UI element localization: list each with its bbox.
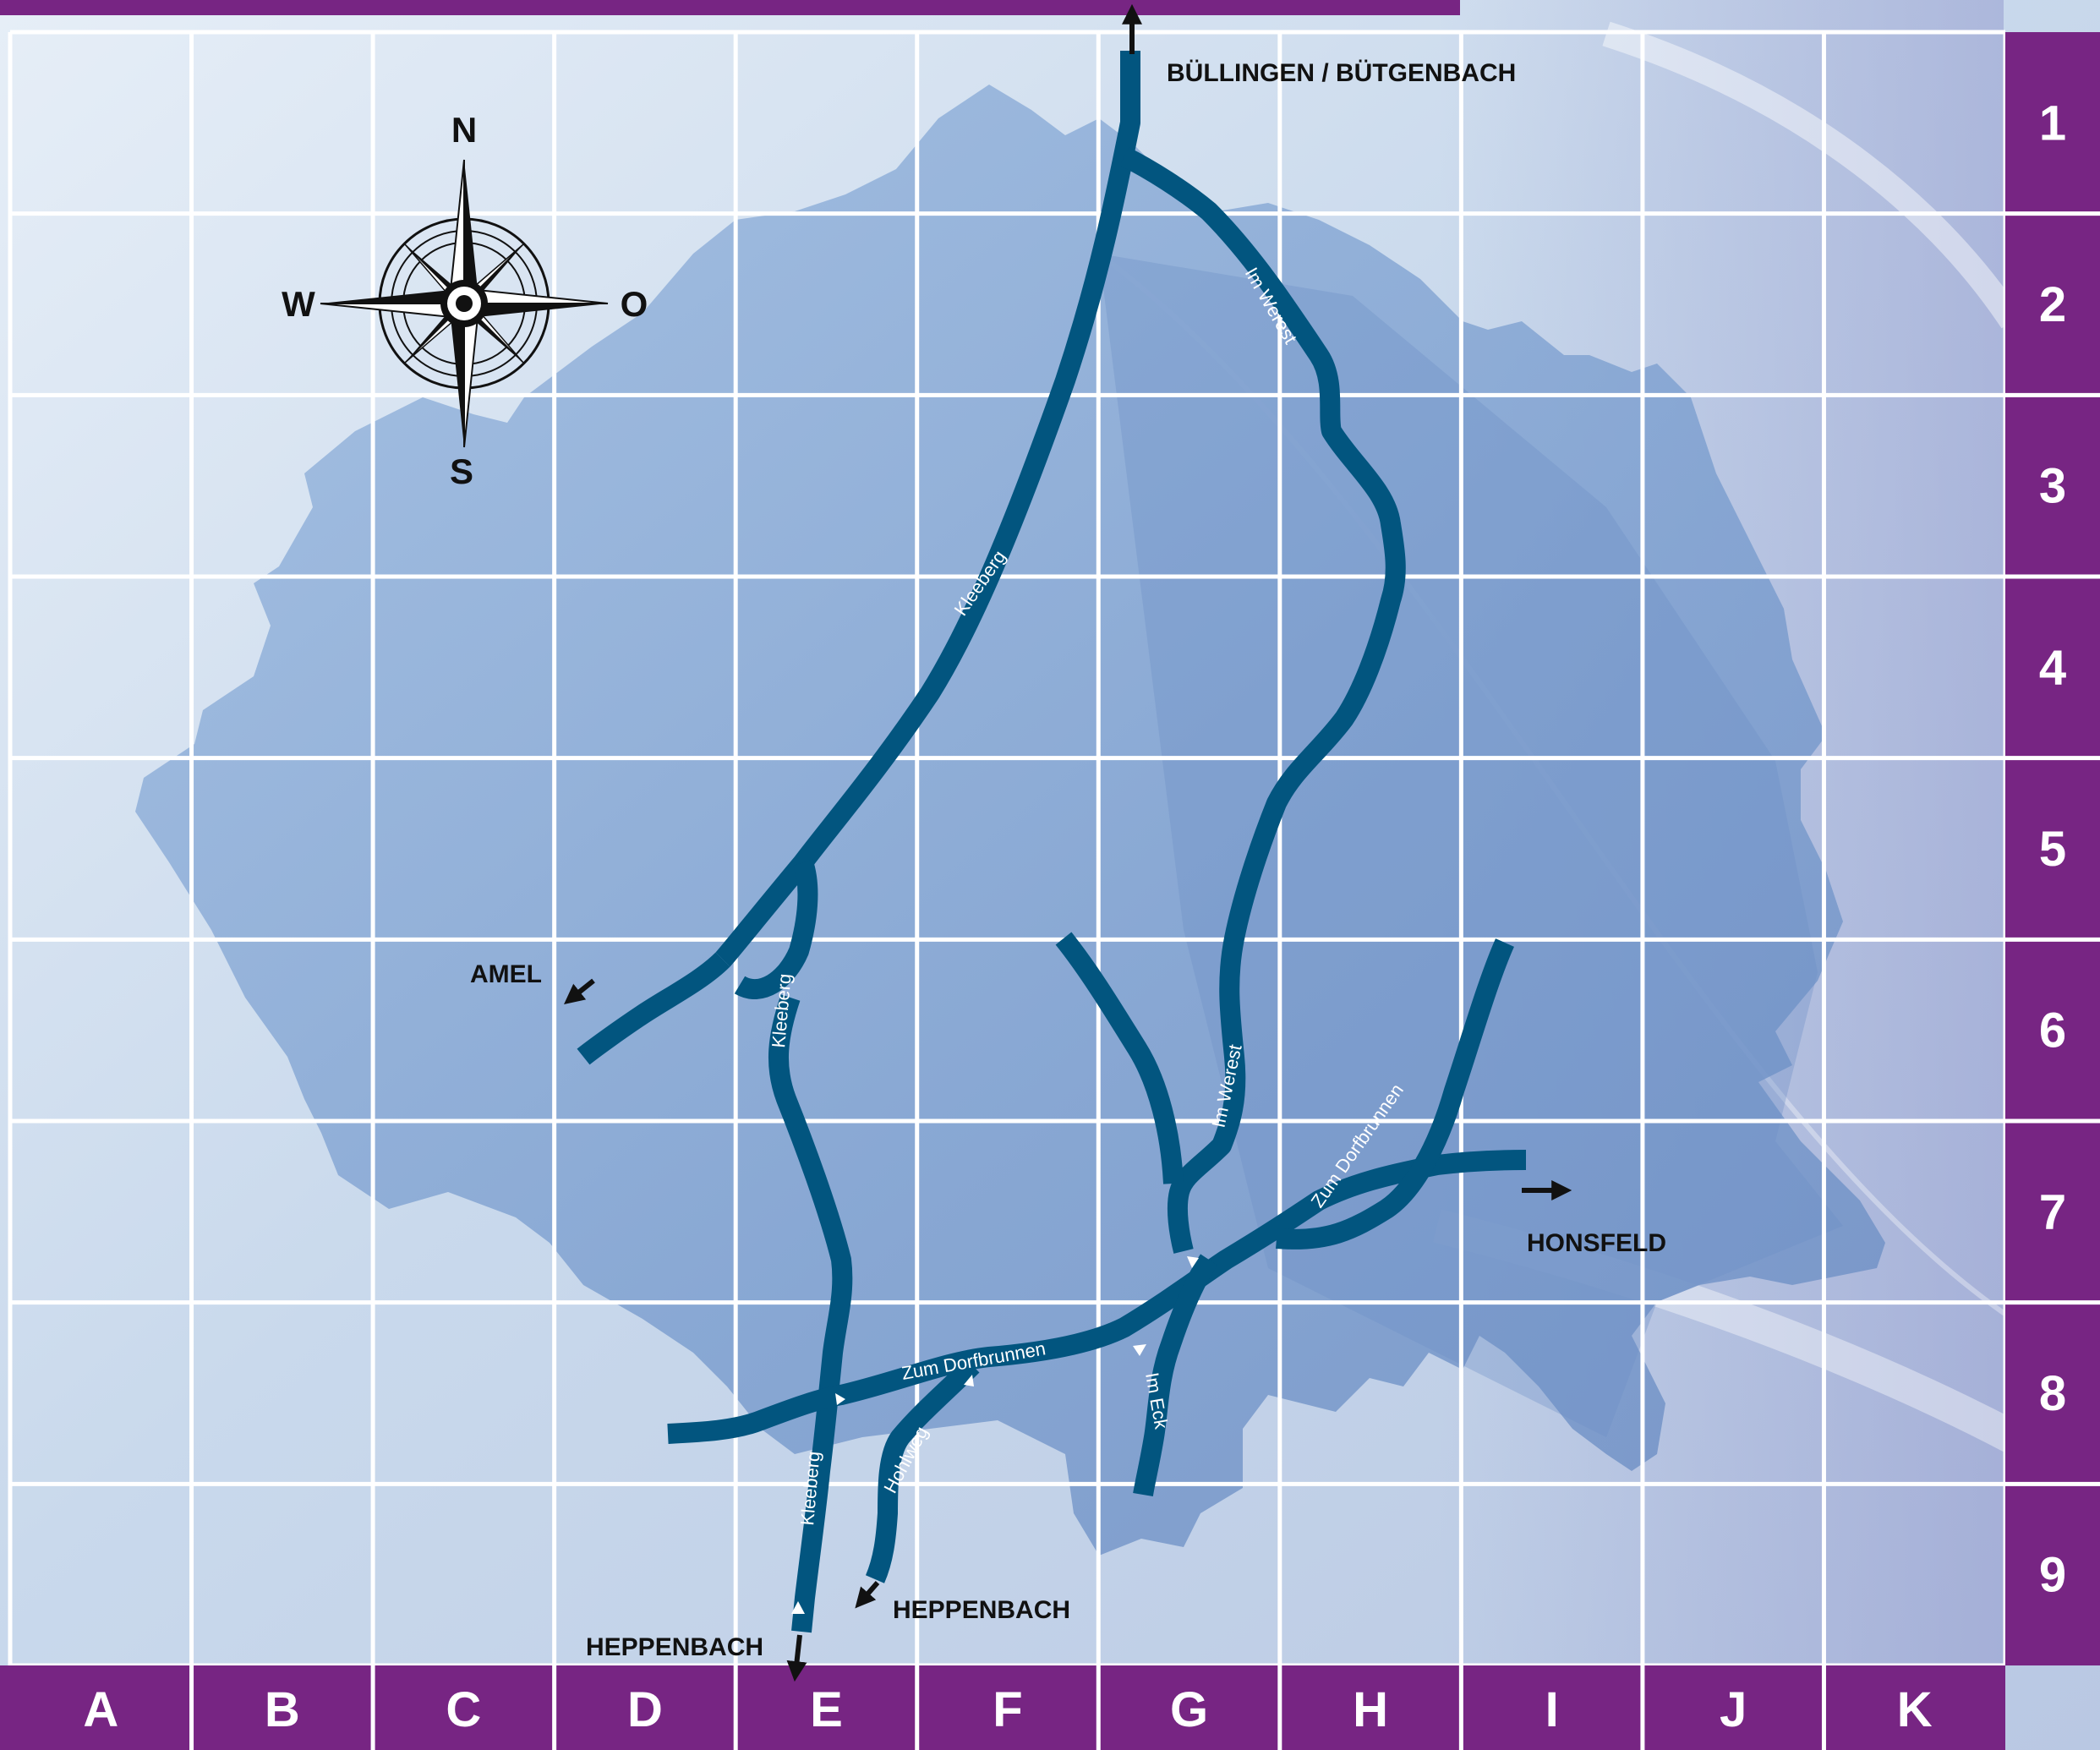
- row-label-1: 1: [2039, 96, 2066, 150]
- decor-swoosh: [1602, 21, 2023, 329]
- one-way-marker: [835, 1393, 845, 1405]
- road-kleeberg-north: [715, 51, 1140, 967]
- road-zum-dorfbrunnen-northeast: [1276, 938, 1514, 1250]
- one-way-marker: [1133, 1344, 1146, 1356]
- road-im-werest-west-branch: [1055, 932, 1184, 1184]
- destination-south-1: HEPPENBACH: [586, 1633, 763, 1661]
- direction-arrows: [564, 3, 1572, 1682]
- road-to-amel: [577, 952, 730, 1065]
- row-label-7: 7: [2039, 1184, 2066, 1239]
- row-label-6: 6: [2039, 1004, 2066, 1058]
- one-way-marker: [964, 1375, 974, 1386]
- column-label-d: D: [627, 1682, 663, 1737]
- column-label-c: C: [446, 1682, 481, 1737]
- row-label-strip: [2005, 32, 2100, 1665]
- village-area: [135, 85, 1885, 1556]
- compass-rose-icon: [320, 159, 609, 448]
- destination-east: HONSFELD: [1527, 1229, 1666, 1257]
- column-label-i: I: [1545, 1682, 1559, 1737]
- road-hohlweg: [865, 1358, 980, 1583]
- column-label-k: K: [1897, 1682, 1933, 1737]
- arrow-south-2: [855, 1581, 880, 1609]
- destination-north: BÜLLINGEN / BÜTGENBACH: [1167, 59, 1516, 87]
- one-way-marker: [791, 1601, 805, 1614]
- compass-west-label: W: [282, 284, 315, 324]
- column-label-g: G: [1170, 1682, 1208, 1737]
- road-im-eck: [1133, 1254, 1218, 1497]
- row-label-9: 9: [2039, 1548, 2066, 1603]
- row-label-4: 4: [2039, 640, 2066, 695]
- column-label-b: B: [265, 1682, 300, 1737]
- compass-south-label: S: [450, 451, 473, 491]
- arrow-south-1: [786, 1634, 807, 1682]
- column-label-h: H: [1353, 1682, 1388, 1737]
- column-label-a: A: [83, 1682, 118, 1737]
- row-label-3: 3: [2039, 459, 2066, 514]
- column-label-strip: [0, 1665, 2005, 1750]
- road-im-werest: [1119, 147, 1406, 1254]
- road-kleeberg-south-branch: [734, 859, 818, 999]
- grid-lines: [8, 30, 2008, 1668]
- road-kleeberg-south: [768, 994, 853, 1633]
- one-way-marker: [1187, 1256, 1199, 1268]
- road-zum-dorfbrunnen: [667, 1150, 1527, 1444]
- compass-east-label: O: [621, 284, 648, 324]
- village-area-shade: [1099, 254, 1843, 1437]
- row-label-8: 8: [2039, 1366, 2066, 1421]
- compass-north-label: N: [451, 110, 477, 150]
- destination-west: AMEL: [470, 960, 542, 988]
- column-label-f: F: [993, 1682, 1022, 1737]
- road-network: [577, 51, 1527, 1633]
- column-label-j: J: [1720, 1682, 1747, 1737]
- top-accent-bar: [0, 0, 1460, 15]
- destination-south-2: HEPPENBACH: [893, 1596, 1070, 1624]
- one-way-markers: [791, 1256, 1199, 1614]
- column-label-e: E: [810, 1682, 843, 1737]
- row-label-2: 2: [2039, 277, 2066, 332]
- arrow-west: [564, 978, 595, 1004]
- row-label-5: 5: [2039, 822, 2066, 877]
